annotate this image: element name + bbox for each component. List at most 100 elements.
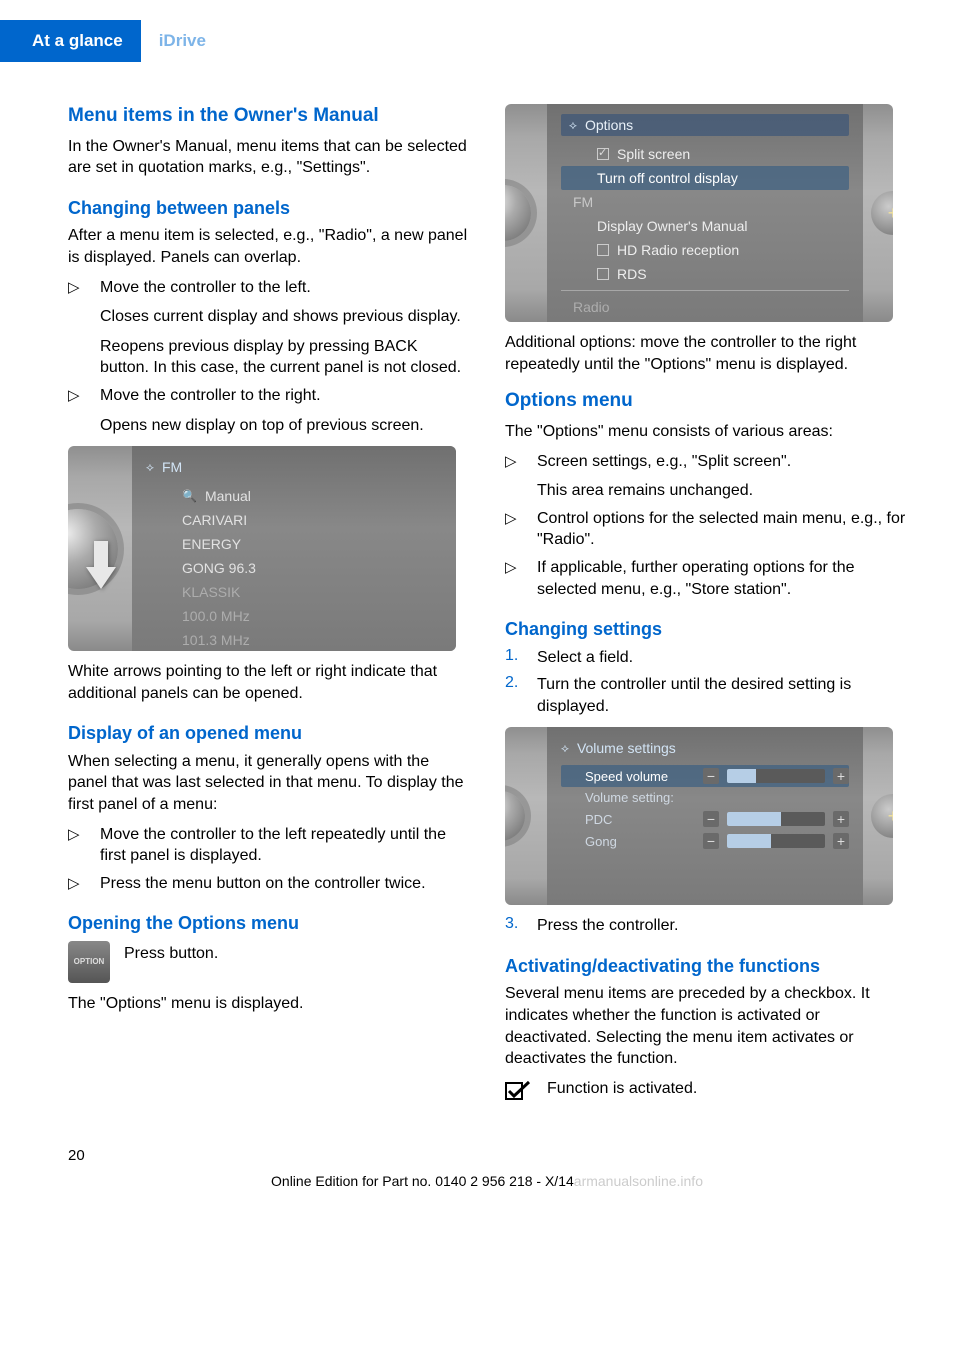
- bullet-item: ▷ Move the controller to the right. Open…: [68, 385, 469, 436]
- bullet-line: Move the controller to the left repeated…: [100, 824, 469, 867]
- divider: [561, 290, 849, 291]
- heading-menu-items: Menu items in the Owner's Manual: [68, 104, 469, 128]
- edition-text: Online Edition for Part no. 0140 2 956 2…: [271, 1173, 574, 1189]
- plus-icon: +: [833, 811, 849, 827]
- idrive-menu-item: Split screen: [561, 142, 849, 166]
- idrive-menu-item: RDS: [561, 262, 849, 286]
- idrive-title-row: ⟡ Options: [561, 114, 849, 136]
- heading-activating: Activating/deactivating the functions: [505, 955, 906, 978]
- function-activated-row: Function is activated.: [505, 1078, 906, 1100]
- para-white-arrows: White arrows pointing to the left or rig…: [68, 661, 469, 704]
- numbered-text: Press the controller.: [537, 915, 906, 937]
- heading-changing-settings: Changing settings: [505, 618, 906, 641]
- two-column-layout: Menu items in the Owner's Manual In the …: [68, 104, 906, 1099]
- heading-display-opened: Display of an opened menu: [68, 722, 469, 745]
- idrive-menu-item: Display Owner's Manual: [561, 214, 849, 238]
- triangle-bullet-icon: ▷: [68, 277, 86, 379]
- para-menu-items: In the Owner's Manual, menu items that c…: [68, 136, 469, 179]
- press-button-text: Press button.: [124, 941, 218, 965]
- idrive-screen-inner: ⟡ Volume settings Speed volume − + Volum…: [547, 727, 863, 905]
- bullet-line: Closes current display and shows previou…: [100, 306, 469, 328]
- triangle-bullet-icon: ▷: [68, 873, 86, 895]
- bullet-item: ▷ Move the controller to the left repeat…: [68, 824, 469, 867]
- triangle-bullet-icon: ▷: [505, 508, 523, 551]
- slider-label: Speed volume: [585, 769, 695, 784]
- option-button-icon: OPTION: [68, 941, 110, 983]
- slider-label: PDC: [585, 812, 695, 827]
- minus-icon: −: [703, 768, 719, 784]
- number-marker: 3.: [505, 915, 523, 937]
- slider-track: [727, 812, 825, 826]
- bullet-item: ▷ Move the controller to the left. Close…: [68, 277, 469, 379]
- slider-track: [727, 769, 825, 783]
- idrive-menu-item: 101.3 MHz: [146, 628, 442, 651]
- checkbox-icon: [597, 268, 609, 280]
- idrive-section-label: FM: [561, 190, 849, 214]
- right-column: + ⟡ Options Split screen Turn off contro…: [505, 104, 906, 1099]
- bullet-line: If applicable, further operating options…: [537, 557, 906, 600]
- numbered-text: Select a field.: [537, 647, 906, 669]
- watermark-text: armanualsonline.info: [574, 1173, 703, 1189]
- numbered-item: 1. Select a field.: [505, 647, 906, 669]
- checkbox-icon: [597, 148, 609, 160]
- bullet-line: Opens new display on top of previous scr…: [100, 415, 469, 437]
- idrive-menu-label: Manual: [205, 488, 251, 504]
- left-column: Menu items in the Owner's Manual In the …: [68, 104, 469, 1099]
- idrive-menu-label: RDS: [617, 266, 647, 282]
- idrive-footer-label: Radio: [561, 295, 849, 319]
- idrive-slider-row: PDC − +: [561, 808, 849, 830]
- para-options-displayed: The "Options" menu is displayed.: [68, 993, 469, 1015]
- para-activating: Several menu items are preceded by a che…: [505, 983, 906, 1069]
- idrive-menu-item: KLASSIK: [146, 580, 442, 604]
- page-footer: 20 Online Edition for Part no. 0140 2 95…: [0, 1143, 960, 1207]
- idrive-title-row: ⟡ Volume settings: [561, 737, 849, 759]
- bullet-item: ▷ Press the menu button on the controlle…: [68, 873, 469, 895]
- idrive-screen-title: FM: [162, 459, 182, 475]
- slider-track: [727, 834, 825, 848]
- search-icon: 🔍: [182, 489, 197, 503]
- slider-label: Gong: [585, 834, 695, 849]
- bullet-line: Control options for the selected main me…: [537, 508, 906, 551]
- para-options-menu: The "Options" menu consists of various a…: [505, 421, 906, 443]
- idrive-screen-inner: ⟡ Options Split screen Turn off control …: [547, 104, 863, 322]
- slider-fill: [727, 769, 756, 783]
- numbered-item: 3. Press the controller.: [505, 915, 906, 937]
- page-header: At a glance iDrive: [0, 20, 960, 62]
- slider-fill: [727, 812, 781, 826]
- triangle-bullet-icon: ▷: [505, 557, 523, 600]
- idrive-controller-knob-icon: [505, 791, 525, 841]
- idrive-plus-knob-icon: +: [871, 191, 893, 235]
- idrive-fm-screen: ⟡ FM 🔍 Manual CARIVARI ENERGY GONG 96.3 …: [68, 446, 456, 651]
- minus-icon: −: [703, 833, 719, 849]
- antenna-icon: ⟡: [561, 741, 569, 756]
- idrive-label-row: Volume setting:: [561, 787, 849, 808]
- heading-opening-options: Opening the Options menu: [68, 912, 469, 935]
- bullet-line: Reopens previous display by pressing BAC…: [100, 336, 469, 379]
- header-tab-inactive: iDrive: [141, 20, 224, 62]
- option-button-row: OPTION Press button.: [68, 941, 469, 983]
- plus-icon: +: [833, 833, 849, 849]
- idrive-screen-title: Options: [585, 117, 633, 133]
- section-label: Volume setting:: [585, 790, 674, 805]
- para-display-opened: When selecting a menu, it generally open…: [68, 751, 469, 816]
- idrive-menu-item: GONG 96.3: [146, 556, 442, 580]
- heading-changing-panels: Changing between panels: [68, 197, 469, 220]
- bullet-line: Press the menu button on the controller …: [100, 873, 469, 895]
- idrive-menu-label: Split screen: [617, 146, 690, 162]
- slider-fill: [727, 834, 771, 848]
- bullet-text: Move the controller to the left. Closes …: [100, 277, 469, 379]
- heading-options-menu: Options menu: [505, 389, 906, 413]
- checkbox-checked-icon: [505, 1078, 533, 1098]
- footer-edition-text: Online Edition for Part no. 0140 2 956 2…: [68, 1173, 906, 1189]
- idrive-menu-label: HD Radio reception: [617, 242, 739, 258]
- idrive-title-row: ⟡ FM: [146, 456, 442, 478]
- idrive-menu-item: ENERGY: [146, 532, 442, 556]
- bullet-line: Move the controller to the left.: [100, 277, 469, 299]
- bullet-line: This area remains unchanged.: [537, 480, 906, 502]
- idrive-volume-screen: + ⟡ Volume settings Speed volume −: [505, 727, 893, 905]
- bullet-text: Move the controller to the right. Opens …: [100, 385, 469, 436]
- para-changing-panels: After a menu item is selected, e.g., "Ra…: [68, 225, 469, 268]
- triangle-bullet-icon: ▷: [68, 824, 86, 867]
- bullet-line: Move the controller to the right.: [100, 385, 469, 407]
- para-additional-options: Additional options: move the controller …: [505, 332, 906, 375]
